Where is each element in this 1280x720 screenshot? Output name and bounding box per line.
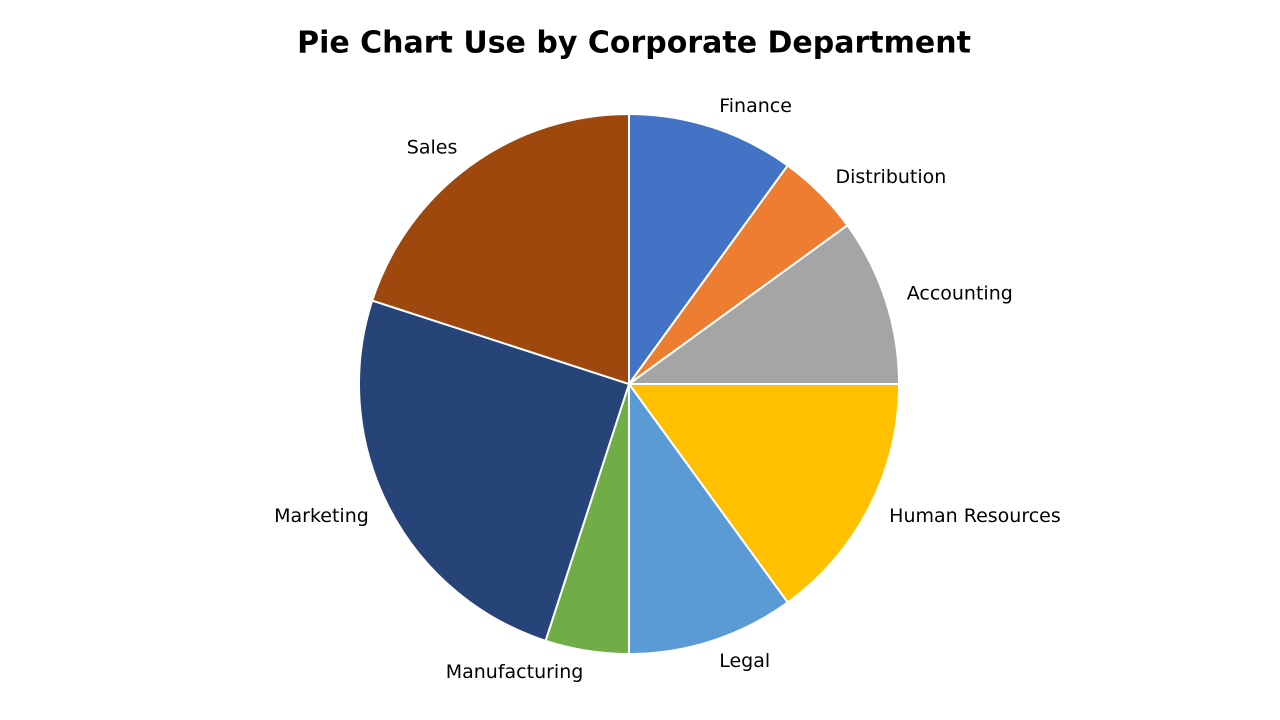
chart-title: Pie Chart Use by Corporate Department xyxy=(297,26,971,61)
slice-label: Distribution xyxy=(835,166,946,188)
slice-label: Legal xyxy=(719,650,770,672)
slice-label: Sales xyxy=(407,136,458,158)
pie-slice xyxy=(358,299,631,643)
pie-slice xyxy=(627,383,901,604)
slice-label: Manufacturing xyxy=(446,661,584,683)
pie-slice xyxy=(625,223,901,385)
pie-slice xyxy=(628,380,790,656)
slice-label: Marketing xyxy=(274,505,369,527)
slice-label: Accounting xyxy=(907,282,1013,304)
slice-label: Finance xyxy=(719,95,792,117)
slice-label: Human Resources xyxy=(889,505,1061,527)
pie-slice xyxy=(628,112,790,388)
pie-slice xyxy=(370,112,630,386)
